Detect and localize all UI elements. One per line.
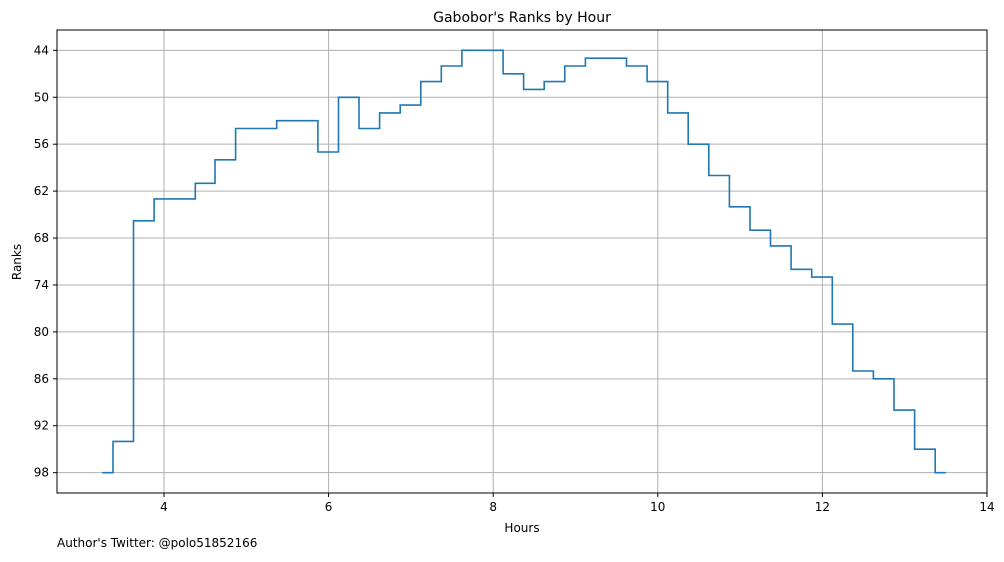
plot-area [57, 30, 987, 493]
x-tick-label: 10 [650, 500, 665, 514]
rank-step-line [102, 49, 946, 474]
x-tick-label: 6 [325, 500, 333, 514]
x-tick-label: 4 [160, 500, 168, 514]
y-tick-label: 44 [34, 43, 49, 57]
y-tick-label: 80 [34, 325, 49, 339]
y-tick-label: 98 [34, 466, 49, 480]
y-tick-label: 68 [34, 231, 49, 245]
y-tick-label: 56 [34, 137, 49, 151]
y-tick-label: 92 [34, 419, 49, 433]
y-tick-label: 50 [34, 90, 49, 104]
y-tick-label: 74 [34, 278, 49, 292]
x-tick-label: 14 [979, 500, 994, 514]
plot-frame [56, 29, 988, 494]
chart-title: Gabobor's Ranks by Hour [433, 10, 611, 26]
y-tick-label: 62 [34, 184, 49, 198]
x-tick-label: 8 [489, 500, 497, 514]
x-tick-label: 12 [815, 500, 830, 514]
grid-lines [57, 30, 987, 493]
y-tick-label: 86 [34, 372, 49, 386]
x-axis-label: Hours [504, 521, 539, 535]
y-axis-label: Ranks [10, 244, 24, 280]
author-credit: Author's Twitter: @polo51852166 [57, 536, 258, 550]
